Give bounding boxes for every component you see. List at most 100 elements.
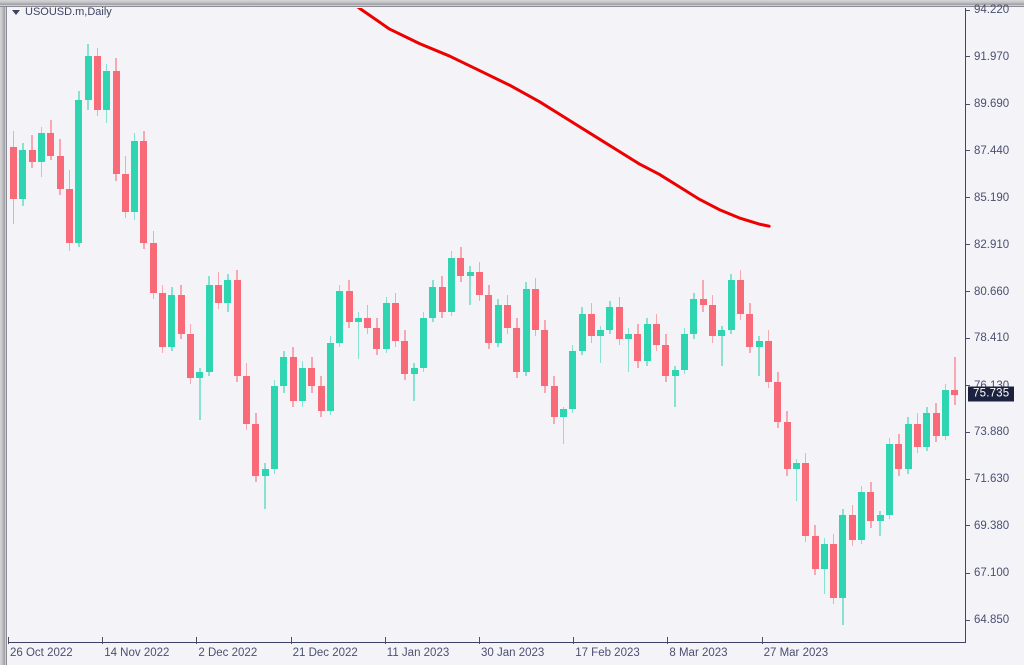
time-axis-tick (479, 637, 480, 644)
candle-body (187, 334, 195, 379)
candle-body (196, 371, 204, 379)
tick-mark (966, 103, 970, 105)
candle-body (802, 463, 810, 536)
candle-body (839, 515, 847, 599)
candle-wick (758, 336, 760, 376)
time-axis-tick (384, 637, 386, 644)
candle-body (643, 324, 651, 362)
price-axis-label: 71.630 (974, 473, 1010, 486)
candle-body (429, 286, 437, 318)
price-axis-tick: 87.440 (966, 145, 1009, 157)
candle-body (858, 492, 866, 541)
time-axis-label: 26 Oct 2022 (10, 647, 73, 659)
candle-body (503, 305, 511, 329)
chart-title[interactable]: USOUSD.m,Daily (12, 6, 112, 18)
price-axis-label: 69.380 (974, 519, 1010, 532)
candle-wick (413, 363, 416, 401)
time-axis-tick (761, 637, 763, 644)
candle-body (410, 367, 418, 374)
candle-body (811, 535, 819, 570)
candle-body (215, 284, 223, 304)
candle-body (932, 413, 940, 437)
tick-mark (966, 385, 970, 387)
price-axis-tick: 82.910 (966, 239, 1009, 251)
candle-body (559, 409, 567, 418)
time-axis-tick (290, 637, 292, 644)
candle-body (131, 141, 139, 212)
candle-body (942, 390, 949, 437)
candle-wick (879, 510, 882, 536)
tick-mark (966, 150, 970, 152)
tick-mark (966, 197, 970, 199)
candle-body (140, 141, 148, 244)
candle-body (634, 334, 642, 362)
candle-body (494, 305, 502, 343)
candle-body (606, 307, 614, 331)
vertical-scrollbar[interactable] (0, 0, 7, 665)
tick-mark (966, 244, 970, 246)
candle-body (755, 340, 763, 347)
horizontal-scrollbar[interactable] (0, 0, 1024, 7)
candle-body (382, 303, 390, 349)
candle-wick (627, 328, 630, 372)
candle-body (923, 413, 931, 447)
candle-body (149, 243, 157, 293)
candle-body (308, 367, 316, 387)
tick-mark (966, 9, 970, 11)
time-axis-tick (8, 637, 9, 644)
candle-body (625, 334, 633, 339)
candle-body (466, 272, 474, 277)
candle-body (28, 149, 36, 163)
candle-body (205, 284, 213, 372)
price-axis-tick: 78.410 (966, 332, 1009, 344)
candle-body (438, 286, 446, 312)
candle-body (289, 357, 297, 401)
candle-body (718, 330, 726, 337)
time-axis-tick (196, 637, 198, 644)
candle-wick (674, 365, 676, 408)
time-axis[interactable]: 26 Oct 2022 14 Nov 2022 2 Dec 2022 21 Dec 2… (0, 637, 1024, 665)
candle-body (662, 344, 670, 376)
tick-mark (966, 56, 970, 58)
tick-mark (966, 291, 970, 293)
triangle-down-icon[interactable] (12, 9, 20, 15)
candle-body (476, 272, 483, 295)
candle-wick (264, 463, 266, 509)
candle-body (764, 340, 772, 383)
candle-body (531, 288, 539, 331)
candle-body (876, 515, 884, 522)
candle-body (121, 174, 129, 212)
candle-body (336, 290, 344, 343)
candle-body (364, 317, 372, 329)
tick-mark (966, 619, 970, 621)
candle-body (485, 294, 493, 343)
candle-body (159, 292, 167, 347)
candle-wick (702, 280, 704, 312)
tick-mark (966, 478, 970, 480)
current-price-label: 75.735 (968, 386, 1015, 402)
candle-body (103, 70, 111, 111)
candle-body (951, 390, 959, 395)
tick-mark (966, 431, 970, 433)
candle-body (10, 147, 17, 200)
tick-mark (966, 572, 970, 574)
price-axis[interactable]: 94.220 91.970 89.690 87.440 85.190 82.910 80.6… (966, 0, 1024, 665)
candle-body (615, 307, 623, 339)
candle-body (597, 330, 605, 337)
candle-wick (599, 326, 602, 364)
candle-wick (721, 326, 723, 366)
price-axis-tick: 64.850 (966, 614, 1009, 626)
candle-body (904, 423, 912, 470)
candle-body (280, 357, 288, 387)
candle-body (681, 334, 689, 370)
candle-body (65, 189, 73, 244)
candle-body (746, 313, 754, 347)
candle-wick (199, 367, 201, 420)
candle-wick (795, 459, 798, 501)
candle-body (895, 444, 903, 470)
chart-plot-area[interactable] (8, 8, 966, 643)
candle-body (690, 299, 698, 335)
time-axis-label: 11 Jan 2023 (386, 647, 450, 659)
candle-body (317, 386, 325, 412)
